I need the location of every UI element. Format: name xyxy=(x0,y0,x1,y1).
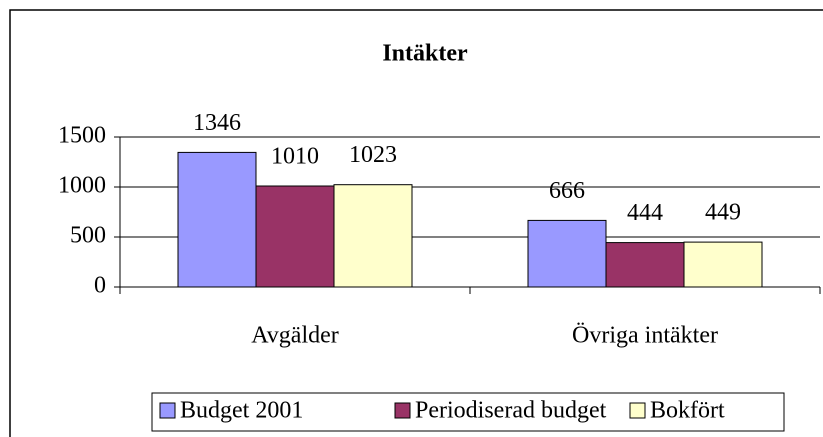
data-label: 666 xyxy=(549,178,585,204)
bar xyxy=(527,219,607,288)
y-tick-label: 1000 xyxy=(58,173,106,199)
data-label: 1023 xyxy=(349,142,397,168)
data-label: 444 xyxy=(627,200,663,226)
chart-frame xyxy=(9,9,823,437)
legend-box xyxy=(151,392,785,432)
x-tick-label: Avgälder xyxy=(251,323,339,349)
bar xyxy=(683,241,763,288)
legend-label: Bokfört xyxy=(650,398,725,424)
legend-swatch xyxy=(629,402,646,419)
y-tick-label: 1500 xyxy=(58,123,106,149)
x-tick-label: Övriga intäkter xyxy=(572,323,718,349)
chart-title: Intäkter xyxy=(382,41,468,67)
data-label: 1346 xyxy=(193,110,241,136)
y-tick-label: 0 xyxy=(94,273,106,299)
bar xyxy=(605,242,685,288)
data-label: 1010 xyxy=(271,144,319,170)
y-tick-label: 500 xyxy=(70,223,106,249)
legend-label: Periodiserad budget xyxy=(415,398,607,424)
legend-swatch xyxy=(159,402,176,419)
legend-label: Budget 2001 xyxy=(180,398,303,424)
bar xyxy=(255,185,335,288)
bar xyxy=(177,151,257,288)
legend-swatch xyxy=(394,402,411,419)
data-label: 449 xyxy=(705,200,741,226)
bar xyxy=(333,184,413,288)
